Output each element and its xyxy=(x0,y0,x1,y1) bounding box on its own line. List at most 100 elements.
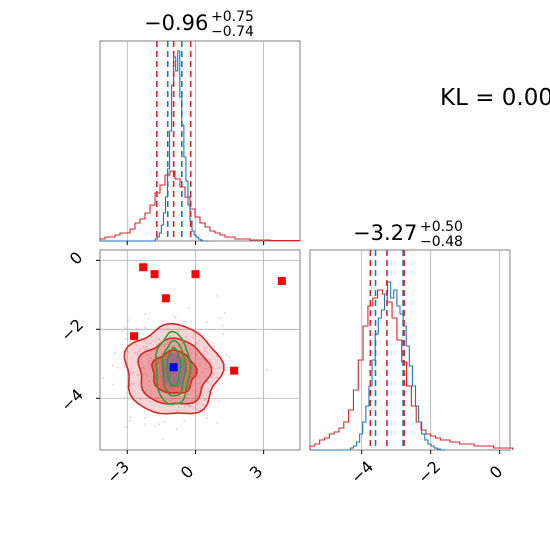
sample-point xyxy=(187,404,190,407)
marginal-histogram-param-2: −3.27 +0.50 −0.48 −4 −2 0 xyxy=(309,219,514,487)
sample-point xyxy=(139,398,141,401)
marginal-histogram-param-1: −0.96 +0.75 −0.74 xyxy=(99,9,301,245)
sample-point xyxy=(159,358,162,361)
sample-point xyxy=(130,382,133,385)
sample-point xyxy=(136,374,139,377)
sample-point xyxy=(195,342,198,345)
sample-point xyxy=(265,369,268,372)
sample-point xyxy=(198,364,201,367)
x-tick-label: −4 xyxy=(347,457,377,487)
red-square-marker xyxy=(139,263,148,272)
sample-point xyxy=(156,362,159,365)
sample-point xyxy=(184,405,186,407)
histogram-step-blue xyxy=(310,281,447,451)
sample-point xyxy=(150,357,153,359)
tick-marks xyxy=(96,259,265,454)
sample-point xyxy=(223,312,226,315)
sample-point xyxy=(225,354,228,357)
sample-point xyxy=(160,353,163,356)
sample-point xyxy=(148,380,151,383)
sample-point xyxy=(187,385,190,388)
title-median: −3.27 xyxy=(353,221,417,245)
sample-point xyxy=(174,317,177,320)
sample-point xyxy=(212,341,215,344)
tick-marks xyxy=(361,450,501,454)
sample-point xyxy=(195,341,198,344)
sample-point xyxy=(171,398,173,401)
sample-point xyxy=(142,366,144,369)
sample-point xyxy=(206,380,209,383)
panel-frame xyxy=(309,249,511,451)
square-markers xyxy=(130,263,286,375)
sample-point xyxy=(199,375,201,378)
sample-point xyxy=(207,367,210,369)
sample-point xyxy=(134,352,137,354)
sample-point xyxy=(159,339,162,342)
joint-scatter-param-1-2: −3 0 3 0 −2 −4 xyxy=(57,248,301,487)
red-square-marker xyxy=(130,332,139,341)
sample-point xyxy=(112,383,114,386)
sample-point xyxy=(181,342,183,345)
grid-lines xyxy=(361,250,501,450)
sample-point xyxy=(194,368,196,371)
sample-point xyxy=(135,344,138,347)
green-contour-level xyxy=(154,330,192,405)
y-tick-label: −2 xyxy=(57,315,87,345)
title-median: −0.96 xyxy=(144,11,208,35)
sample-point xyxy=(216,295,219,297)
sample-point xyxy=(203,410,206,413)
sample-point xyxy=(144,313,147,315)
sample-point xyxy=(137,350,140,353)
sample-point xyxy=(186,358,189,361)
sample-point xyxy=(191,372,194,375)
red-square-marker xyxy=(150,270,159,279)
sample-point xyxy=(164,345,167,348)
sample-point xyxy=(143,368,146,371)
sample-point xyxy=(183,419,186,422)
sample-point xyxy=(102,377,105,380)
green-contour-level xyxy=(166,346,182,387)
sample-point xyxy=(149,400,152,403)
sample-point xyxy=(189,353,192,356)
sample-point xyxy=(176,409,179,412)
x-tick-labels: −4 −2 0 xyxy=(347,457,506,487)
sample-point xyxy=(189,405,192,408)
y-tick-labels: 0 −2 −4 xyxy=(57,248,87,415)
sample-point xyxy=(187,392,189,395)
x-tick-label: −3 xyxy=(103,457,133,487)
sample-point xyxy=(204,350,207,353)
sample-point xyxy=(186,344,189,347)
sample-point xyxy=(143,423,146,426)
red-square-marker xyxy=(191,270,200,279)
sample-point xyxy=(187,306,190,309)
sample-point xyxy=(129,420,131,422)
sample-point xyxy=(143,372,145,375)
sample-point xyxy=(165,372,168,374)
sample-point xyxy=(177,406,180,409)
sample-point xyxy=(197,403,200,406)
sample-point xyxy=(129,372,132,375)
sample-point xyxy=(197,339,200,342)
sample-point xyxy=(215,388,218,391)
sample-point xyxy=(177,330,179,333)
sample-point xyxy=(170,359,173,362)
grid-lines xyxy=(100,250,300,450)
sample-point xyxy=(183,348,186,351)
sample-point xyxy=(206,417,209,420)
histogram-series xyxy=(309,281,514,451)
sample-point xyxy=(171,404,174,407)
title-plus-err: +0.50 xyxy=(420,219,463,235)
sample-point xyxy=(147,361,149,364)
title-minus-err: −0.48 xyxy=(420,234,463,250)
sample-point xyxy=(195,393,198,396)
sample-point xyxy=(204,364,207,367)
quantile-lines xyxy=(369,250,405,450)
sample-point xyxy=(172,371,175,374)
sample-point xyxy=(195,353,198,356)
sample-point xyxy=(189,348,192,351)
sample-point xyxy=(164,379,167,382)
sample-point xyxy=(161,400,163,402)
sample-point xyxy=(124,337,127,340)
sample-point xyxy=(138,373,141,376)
